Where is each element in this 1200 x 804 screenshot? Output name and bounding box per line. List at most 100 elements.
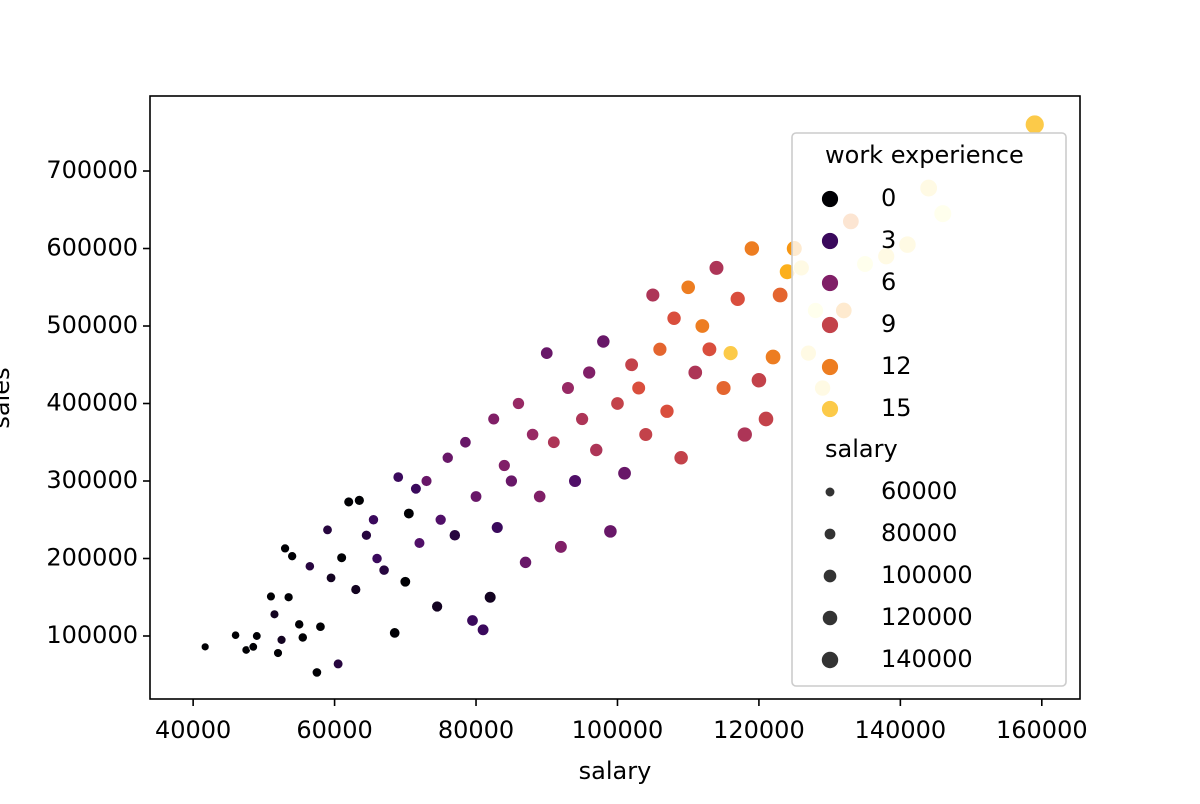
point — [666, 310, 682, 326]
x-tick-label: 140000 — [855, 716, 947, 744]
legend-label: 80000 — [881, 519, 957, 547]
legend-marker — [821, 190, 839, 208]
point — [680, 279, 696, 295]
point — [476, 623, 490, 637]
point — [575, 412, 590, 426]
point — [230, 630, 241, 640]
point — [750, 372, 767, 389]
point — [638, 427, 654, 442]
legend-label: 3 — [881, 226, 896, 254]
point — [276, 634, 287, 645]
legend-label: 0 — [881, 184, 896, 212]
point — [269, 609, 280, 620]
legend-marker — [821, 358, 839, 376]
legend-marker — [824, 486, 836, 498]
point — [743, 240, 760, 257]
point — [694, 318, 711, 334]
point — [624, 357, 639, 372]
point — [280, 543, 291, 554]
legend-label: 12 — [881, 352, 912, 380]
legend-label: 15 — [881, 394, 912, 422]
legend-label: 60000 — [881, 477, 957, 505]
legend-marker — [822, 568, 838, 584]
point — [315, 621, 326, 632]
point — [200, 642, 210, 652]
legend-marker — [820, 650, 840, 670]
point — [403, 507, 415, 520]
point — [652, 341, 668, 357]
axes-frame — [149, 95, 1081, 700]
y-axis-label: sales — [0, 367, 15, 428]
point — [715, 380, 732, 396]
point — [325, 572, 337, 584]
point — [266, 591, 276, 602]
legend-label: 9 — [881, 310, 896, 338]
point — [469, 490, 483, 503]
legend: work experience 0 3 6 9 12 15 salary 60000 80000 1… — [791, 132, 1067, 687]
legend-marker — [821, 609, 839, 627]
point — [378, 564, 390, 576]
point — [526, 427, 540, 442]
point — [673, 450, 689, 466]
point — [490, 521, 504, 534]
point — [448, 529, 461, 542]
point — [294, 619, 305, 630]
point — [603, 524, 618, 539]
point — [248, 642, 258, 652]
point — [729, 290, 746, 307]
point — [722, 345, 739, 362]
point — [645, 287, 661, 303]
legend-label: 100000 — [881, 561, 973, 589]
point — [519, 555, 533, 569]
point — [764, 348, 782, 366]
point — [483, 590, 497, 604]
y-tick-label: 500000 — [46, 311, 138, 339]
x-tick-label: 120000 — [713, 716, 805, 744]
point — [487, 412, 501, 426]
legend-title: work experience — [825, 141, 1024, 169]
point — [631, 380, 646, 396]
y-tick-label: 600000 — [46, 234, 138, 262]
point — [287, 551, 298, 562]
y-tick-label: 300000 — [46, 466, 138, 494]
point — [367, 514, 379, 526]
point — [252, 631, 262, 641]
x-tick-label: 60000 — [296, 716, 372, 744]
y-tick-label: 100000 — [46, 621, 138, 649]
point — [283, 592, 294, 603]
point — [304, 561, 315, 572]
point — [360, 529, 372, 541]
x-tick-label: 100000 — [572, 716, 664, 744]
y-tick-label: 400000 — [46, 389, 138, 417]
point — [392, 471, 404, 483]
point — [371, 552, 383, 565]
legend-marker — [823, 527, 837, 541]
x-tick-label: 80000 — [438, 716, 514, 744]
legend-label: 6 — [881, 268, 896, 296]
point — [554, 540, 568, 554]
point — [589, 443, 604, 457]
point — [511, 397, 525, 410]
legend-marker — [821, 400, 839, 418]
point — [1024, 114, 1045, 135]
point — [582, 365, 597, 380]
point — [771, 286, 789, 304]
legend-box — [791, 132, 1067, 687]
x-axis-label: salary — [579, 757, 652, 785]
y-tick-label: 700000 — [46, 156, 138, 184]
x-tick-label: 160000 — [996, 716, 1088, 744]
point — [297, 632, 308, 643]
point — [343, 496, 355, 508]
point — [441, 451, 454, 464]
point — [322, 524, 333, 536]
point — [336, 552, 347, 564]
point — [353, 494, 365, 506]
legend-label: 120000 — [881, 603, 973, 631]
point — [399, 576, 412, 588]
point — [617, 466, 632, 481]
point — [568, 474, 582, 488]
legend-marker — [821, 274, 839, 292]
point — [533, 489, 547, 504]
point — [420, 475, 433, 487]
